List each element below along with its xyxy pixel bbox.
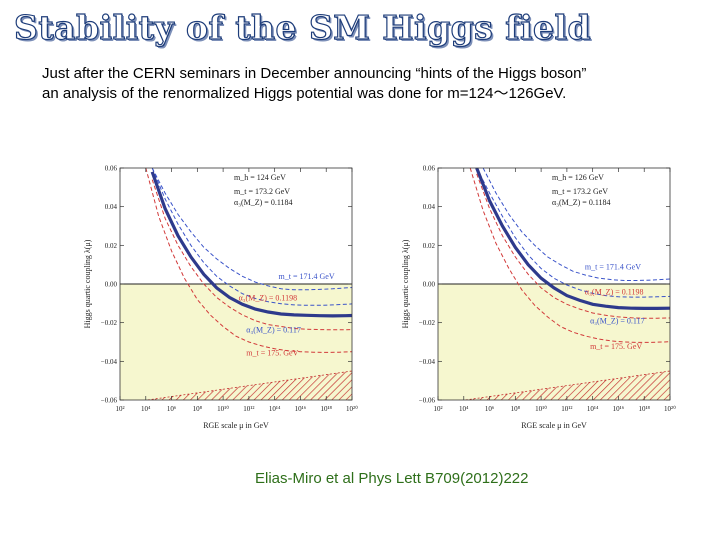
x-tick-label: 10¹⁶ — [613, 405, 625, 413]
x-tick-label: 10¹⁶ — [295, 405, 307, 413]
chart-title: m_h = 126 GeV — [552, 173, 604, 182]
x-tick-label: 10⁴ — [141, 405, 151, 413]
series-line-variant-4 — [469, 168, 670, 343]
chart-svg: −0.06 −0.04 −0.02 0.00 0.02 0.04 0.06 10² 10⁴ 10⁶… — [401, 165, 676, 431]
legend-top-entry: α₃(M_Z) = 0.1184 — [552, 198, 611, 207]
x-tick-label: 10¹² — [561, 405, 572, 413]
y-tick-label: −0.06 — [419, 397, 436, 405]
chart-svg: −0.06 −0.04 −0.02 0.00 0.02 0.04 0.06 10² 10⁴ 10⁶… — [83, 165, 358, 431]
x-tick-label: 10¹⁰ — [217, 405, 229, 413]
legend-top-entry: α₃(M_Z) = 0.1184 — [234, 198, 293, 207]
series-line-variant-3 — [476, 168, 670, 298]
x-tick-label: 10² — [115, 405, 124, 413]
instability-boundary — [462, 370, 670, 400]
chart-mh-126: −0.06 −0.04 −0.02 0.00 0.02 0.04 0.06 10² 10⁴ 10⁶… — [388, 138, 688, 438]
curve-annotation: m_t = 175. GeV — [246, 349, 298, 358]
x-tick-label: 10¹² — [243, 405, 254, 413]
y-tick-label: −0.02 — [419, 319, 436, 327]
series-line-variant-4 — [145, 168, 352, 353]
x-tick-label: 10¹⁴ — [269, 405, 281, 413]
y-tick-label: 0.00 — [423, 281, 436, 289]
curve-annotation: α₃(M_Z) = 0.117 — [590, 317, 645, 326]
series-line-variant-3 — [151, 168, 352, 306]
y-tick-label: 0.04 — [105, 203, 118, 211]
curve-annotation: α₃(M_Z) = 0.1198 — [585, 288, 644, 297]
x-tick-label: 10⁸ — [511, 405, 521, 413]
chart-mh-124: −0.06 −0.04 −0.02 0.00 0.02 0.04 0.06 10² 10⁴ 10⁶… — [70, 138, 370, 438]
x-tick-label: 10⁴ — [459, 405, 469, 413]
legend-top-entry: m_t = 173.2 GeV — [552, 187, 608, 196]
y-tick-label: 0.04 — [423, 203, 436, 211]
y-axis-label: Higgs quartic coupling λ(μ) — [401, 239, 410, 328]
intro-text: Just after the CERN seminars in December… — [42, 64, 712, 104]
x-tick-label: 10²⁰ — [664, 405, 676, 413]
slide-title: Stability of the SM Higgs field — [13, 7, 592, 47]
x-tick-label: 10¹⁸ — [638, 405, 650, 413]
y-tick-label: 0.02 — [105, 242, 118, 250]
instability-hatch — [465, 371, 670, 400]
legend-top-entry: m_t = 173.2 GeV — [234, 187, 290, 196]
instability-hatch — [147, 371, 352, 400]
curve-annotation: m_t = 171.4 GeV — [279, 272, 335, 281]
x-axis-label: RGE scale μ in GeV — [521, 421, 587, 430]
instability-boundary — [144, 370, 352, 400]
x-tick-label: 10¹⁴ — [587, 405, 599, 413]
y-tick-label: −0.04 — [101, 358, 118, 366]
series-line-variant-2 — [151, 179, 352, 331]
intro-line-2: an analysis of the renormalized Higgs po… — [42, 85, 567, 102]
y-tick-label: 0.06 — [105, 165, 118, 173]
x-tick-label: 10² — [433, 405, 442, 413]
plot-area — [120, 168, 352, 400]
series-line-central — [475, 168, 670, 310]
y-tick-label: −0.06 — [101, 397, 118, 405]
intro-line-1: Just after the CERN seminars in December… — [42, 65, 587, 82]
y-tick-label: −0.04 — [419, 358, 436, 366]
citation: Elias-Miro et al Phys Lett B709(2012)222 — [255, 470, 529, 487]
y-tick-label: 0.02 — [423, 242, 436, 250]
x-tick-label: 10¹⁰ — [535, 405, 547, 413]
y-axis-label: Higgs quartic coupling λ(μ) — [83, 239, 92, 328]
x-tick-label: 10⁸ — [193, 405, 203, 413]
x-tick-label: 10⁶ — [485, 405, 495, 413]
series-line-variant-2 — [476, 173, 670, 319]
curve-annotation: m_t = 175. GeV — [590, 342, 642, 351]
y-tick-label: 0.06 — [423, 165, 436, 173]
curve-annotation: m_t = 171.4 GeV — [585, 263, 641, 272]
series-line-central — [150, 171, 352, 318]
x-tick-label: 10²⁰ — [346, 405, 358, 413]
x-tick-label: 10¹⁸ — [320, 405, 332, 413]
x-axis-label: RGE scale μ in GeV — [203, 421, 269, 430]
chart-title: m_h = 124 GeV — [234, 173, 286, 182]
plot-area — [438, 168, 670, 400]
y-tick-label: −0.02 — [101, 319, 118, 327]
curve-annotation: α₃(M_Z) = 0.117 — [246, 325, 301, 334]
series-line-variant-1 — [151, 168, 352, 291]
curve-annotation: α₃(M_Z) = 0.1198 — [239, 293, 298, 302]
x-tick-label: 10⁶ — [167, 405, 177, 413]
y-tick-label: 0.00 — [105, 281, 118, 289]
